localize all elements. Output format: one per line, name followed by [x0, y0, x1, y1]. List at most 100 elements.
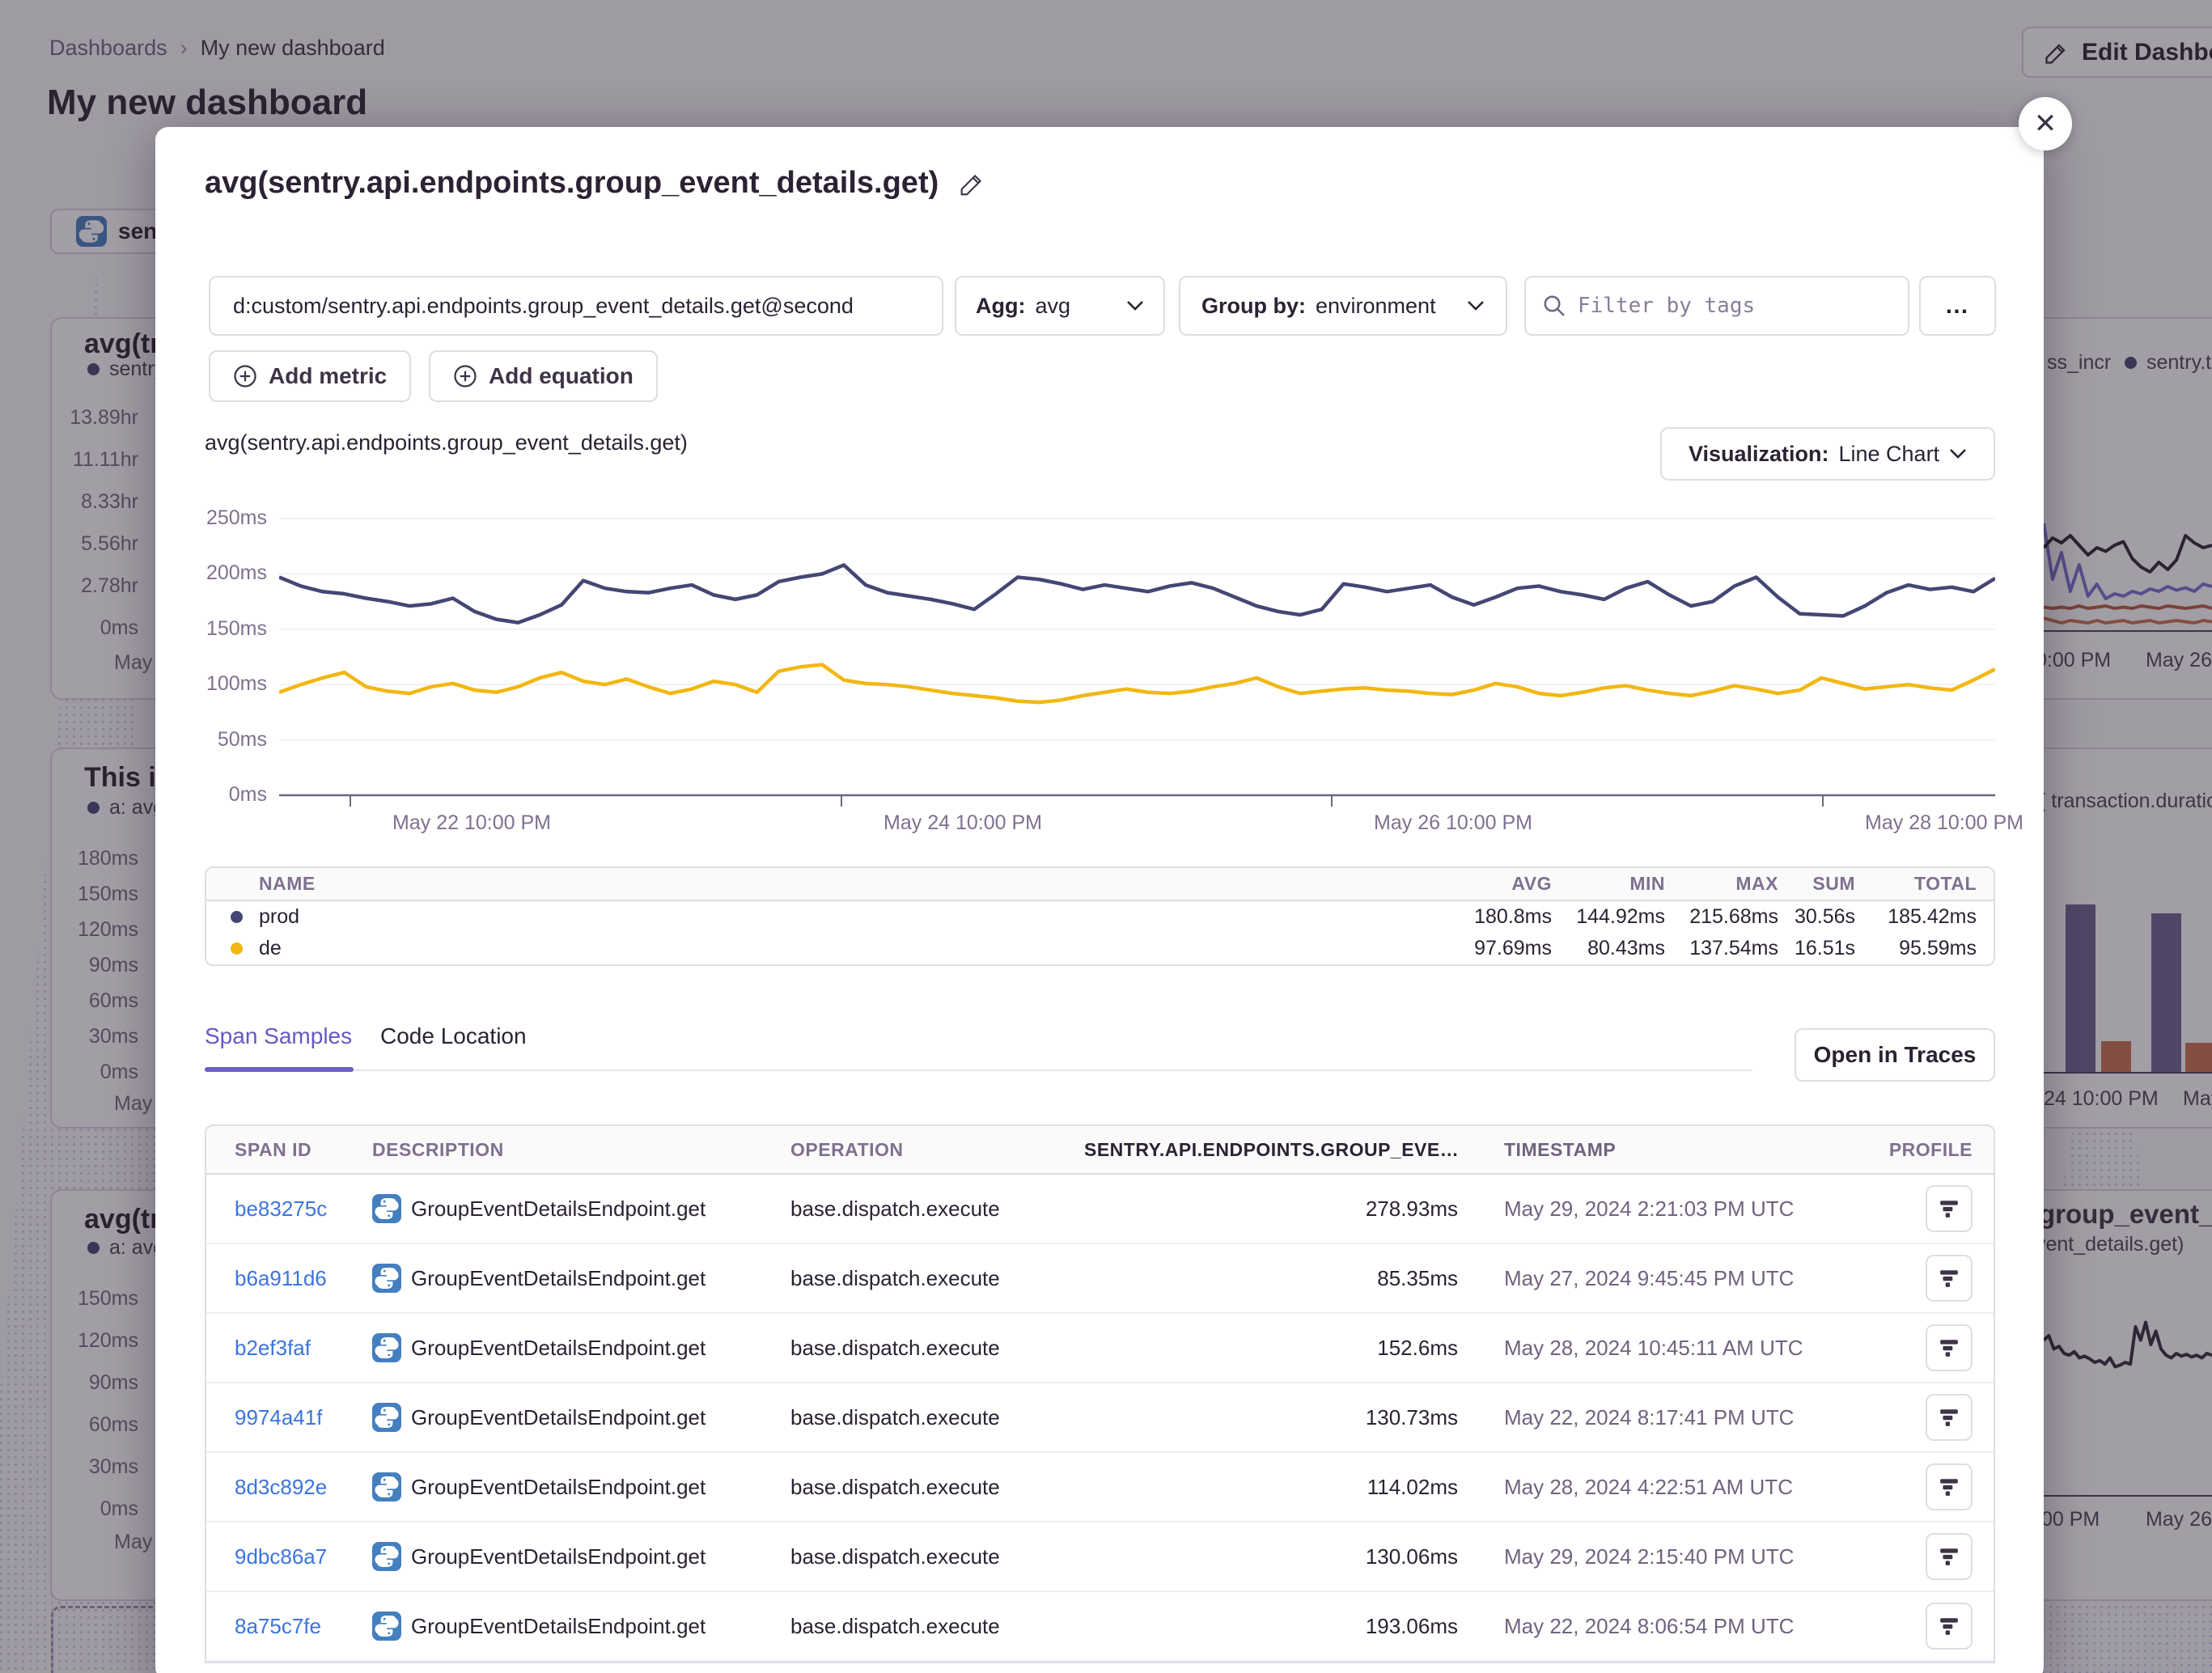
breadcrumb-dashboards-link[interactable]: Dashboards [49, 36, 167, 60]
description-text: GroupEventDetailsEndpoint.get [411, 1196, 706, 1221]
rename-metric-button[interactable] [960, 171, 985, 197]
open-in-traces-button[interactable]: Open in Traces [1795, 1028, 1995, 1082]
groupby-dropdown[interactable]: Group by: environment [1179, 276, 1507, 336]
duration-cell: 152.6ms [1377, 1335, 1458, 1360]
tag-filter-input[interactable] [1578, 294, 1892, 318]
widget-legend: vent_details.get) [2036, 1233, 2184, 1256]
profile-button[interactable] [1926, 1185, 1973, 1232]
span-id-link[interactable]: 8d3c892e [235, 1474, 328, 1499]
span-id-link[interactable]: b6a911d6 [235, 1265, 327, 1290]
stat-cell: 215.68ms [1689, 905, 1778, 928]
profile-button[interactable] [1926, 1255, 1973, 1302]
chart-title: avg(sentry.api.endpoints.group_event_det… [205, 430, 688, 455]
profile-button[interactable] [1926, 1324, 1973, 1371]
profiling-icon [1939, 1546, 1960, 1567]
stat-cell: 185.42ms [1888, 905, 1977, 928]
profile-button[interactable] [1926, 1463, 1973, 1510]
profile-button[interactable] [1926, 1603, 1973, 1650]
profile-cell [1862, 1533, 1994, 1580]
python-icon [372, 1333, 401, 1362]
query-overflow-button[interactable]: … [1919, 276, 1996, 336]
stat-cell: 95.59ms [1899, 937, 1977, 959]
y-axis-tick: 90ms [88, 1371, 138, 1394]
y-axis-tick: 90ms [88, 954, 138, 976]
y-axis-tick: 0ms [228, 783, 267, 806]
y-axis-tick: 60ms [88, 1413, 138, 1436]
mini-chart-x-tick: 0:00 PM [2036, 649, 2112, 671]
timestamp-cell: May 27, 2024 9:45:45 PM UTC [1504, 1265, 1795, 1290]
profiling-icon [1939, 1476, 1960, 1497]
y-axis-tick: 13.89hr [70, 406, 138, 429]
widget-title: avg(tr [84, 328, 161, 359]
y-axis-tick: 50ms [217, 727, 267, 751]
series-name-cell: de [206, 937, 1422, 960]
metric-line-chart [279, 518, 1995, 807]
span-id-link[interactable]: be83275c [235, 1196, 328, 1221]
y-axis-tick: 30ms [88, 1025, 138, 1048]
visualization-dropdown[interactable]: Visualization: Line Chart [1660, 427, 1995, 481]
description-text: GroupEventDetailsEndpoint.get [411, 1335, 706, 1360]
widget-title: avg(tr [84, 1204, 161, 1235]
aggregation-dropdown[interactable]: Agg: avg [955, 276, 1165, 336]
python-icon [372, 1472, 401, 1501]
chevron-down-icon [1126, 300, 1144, 311]
span-id-link[interactable]: 9974a41f [235, 1404, 323, 1429]
chevron-down-icon [1467, 300, 1485, 311]
active-tab-indicator [205, 1067, 354, 1072]
widget-legend: sentry.t [2125, 351, 2211, 375]
operation-cell: base.dispatch.execute [790, 1404, 1000, 1429]
description-text: GroupEventDetailsEndpoint.get [411, 1544, 706, 1569]
table-row: be83275c GroupEventDetailsEndpoint.get bas… [206, 1175, 1994, 1244]
add-metric-button[interactable]: Add metric [209, 350, 412, 402]
mini-bar [2151, 913, 2181, 1072]
y-axis-tick: 0ms [100, 1497, 138, 1520]
x-axis-tick: May 26 10:00 PM [1374, 811, 1532, 834]
summary-row: prod 180.8ms 144.92ms 215.68ms 30.56s 185.42m… [206, 901, 1994, 933]
y-axis-tick: 30ms [88, 1455, 138, 1478]
legend-dot [231, 942, 243, 955]
legend-dot [87, 802, 100, 814]
x-axis-tick: May [114, 1531, 153, 1553]
span-id-link[interactable]: 9dbc86a7 [235, 1544, 328, 1569]
description-text: GroupEventDetailsEndpoint.get [411, 1265, 706, 1290]
series-name-cell: prod [206, 905, 1422, 929]
span-id-link[interactable]: b2ef3faf [235, 1335, 311, 1360]
stat-cell: 144.92ms [1576, 905, 1665, 928]
operation-cell: base.dispatch.execute [790, 1335, 1000, 1360]
span-id-link[interactable]: 8a75c7fe [235, 1613, 321, 1638]
summary-header-row: NAME AVG MIN MAX SUM TOTAL [206, 868, 1994, 901]
profile-button[interactable] [1926, 1394, 1973, 1441]
python-icon [76, 216, 107, 247]
x-axis-tick: May 22 10:00 PM [392, 811, 551, 834]
tab-code-location[interactable]: Code Location [380, 1023, 527, 1048]
python-icon [372, 1264, 401, 1293]
profile-button[interactable] [1926, 1533, 1973, 1580]
mini-line-chart [2044, 1320, 2212, 1369]
search-icon [1542, 294, 1566, 318]
y-axis-tick: 180ms [77, 847, 138, 870]
operation-cell: base.dispatch.execute [790, 1196, 1000, 1221]
timestamp-cell: May 22, 2024 8:06:54 PM UTC [1504, 1613, 1795, 1638]
add-equation-button[interactable]: Add equation [429, 350, 658, 402]
duration-cell: 114.02ms [1367, 1474, 1458, 1499]
y-axis-tick: 200ms [206, 561, 267, 585]
close-icon[interactable]: ✕ [2019, 97, 2072, 150]
span-table-header-row: SPAN ID DESCRIPTION OPERATION SENTRY.API… [206, 1126, 1994, 1175]
breadcrumb: Dashboards › My new dashboard [49, 36, 385, 61]
mini-chart-x-tick: May 26 [2146, 1508, 2212, 1531]
mini-bar [2185, 1043, 2212, 1072]
plus-circle-icon [233, 364, 257, 388]
pencil-icon [960, 171, 985, 197]
x-axis-tick: May 28 10:00 PM [1865, 811, 2023, 834]
mini-line-chart [2044, 523, 2212, 625]
stat-cell: 137.54ms [1689, 937, 1778, 959]
mini-chart-x-tick: May 26 [2146, 649, 2212, 671]
metric-query-input[interactable] [209, 276, 943, 336]
stat-cell: 80.43ms [1587, 937, 1665, 959]
edit-dashboard-button[interactable]: Edit Dashboard [2022, 27, 2212, 78]
tab-span-samples[interactable]: Span Samples [205, 1023, 353, 1048]
stat-cell: 16.51s [1794, 937, 1855, 959]
stat-cell: 30.56s [1794, 905, 1855, 928]
y-axis-tick: 150ms [77, 883, 138, 905]
